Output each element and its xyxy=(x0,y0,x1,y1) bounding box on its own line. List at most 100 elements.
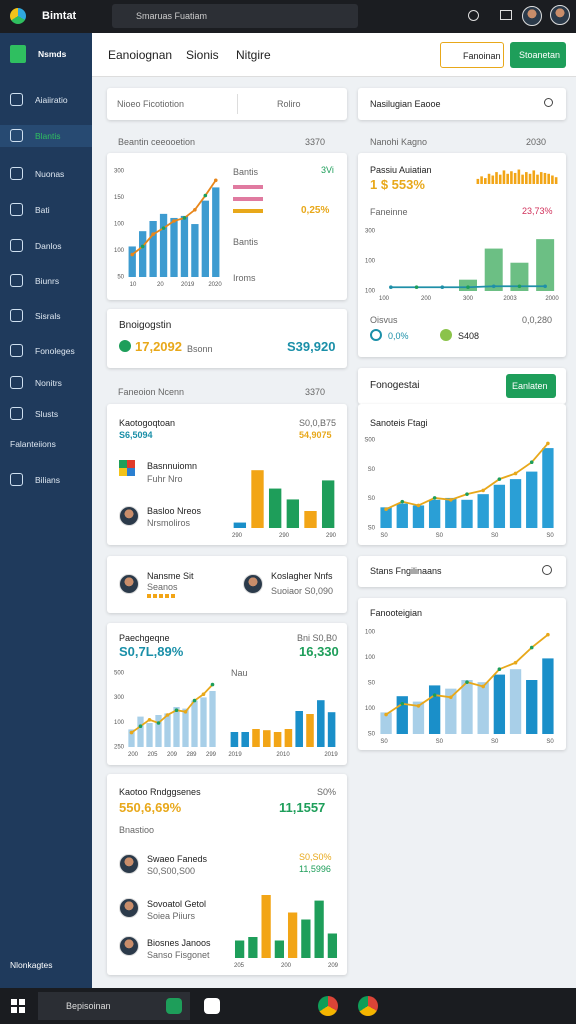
profile-avatar[interactable] xyxy=(550,5,570,25)
bar xyxy=(284,729,293,747)
avatar xyxy=(119,854,139,874)
bar xyxy=(263,730,271,747)
search-card[interactable]: Nasilugian Eaooe xyxy=(358,88,566,120)
browser[interactable] xyxy=(318,996,338,1016)
x-tick-label: 10 xyxy=(130,282,137,288)
line-point xyxy=(465,492,469,496)
line-point xyxy=(481,488,485,493)
filter-field[interactable]: Nioeo Ficotiotion xyxy=(117,99,185,109)
card-label: Faneinne xyxy=(370,207,408,217)
sparkline xyxy=(476,169,558,184)
nav-item[interactable]: Slusts xyxy=(0,403,92,425)
nav-item[interactable]: Aiaiiratio xyxy=(0,89,92,111)
user-avatar[interactable] xyxy=(522,6,542,26)
tab[interactable]: Eanoiognan xyxy=(108,48,173,62)
line-point xyxy=(210,682,215,687)
start-button[interactable] xyxy=(11,999,25,1013)
browser[interactable] xyxy=(358,996,378,1016)
taskbar-search[interactable]: Bepisoinan xyxy=(38,992,190,1020)
line-point xyxy=(174,708,179,712)
bar xyxy=(164,713,171,747)
avatar xyxy=(119,574,139,594)
filter-bar: Nioeo Ficotiotion Roliro xyxy=(107,88,347,120)
bar xyxy=(128,246,136,277)
nav-item[interactable]: Bati xyxy=(0,199,92,221)
nav-item[interactable]: Nonitrs xyxy=(0,372,92,394)
status-dot xyxy=(440,329,452,341)
y-tick-label: 50 xyxy=(117,275,124,281)
x-tick-label: 200 xyxy=(281,963,292,969)
nav-label: Fonoleges xyxy=(35,346,75,356)
bar xyxy=(476,178,480,184)
side-value: 11,5996 xyxy=(299,864,331,874)
outline-button[interactable]: Fanoinan xyxy=(440,42,504,68)
nav-item[interactable]: Sisrals xyxy=(0,305,92,327)
nav-item[interactable]: Danlos xyxy=(0,235,92,257)
nav-icon xyxy=(10,167,23,180)
nav-icon xyxy=(10,344,23,357)
bar xyxy=(306,714,314,747)
line-point xyxy=(481,684,485,689)
nav-item[interactable]: Nuonas xyxy=(0,163,92,185)
tab[interactable]: Nitgire xyxy=(236,48,271,62)
taskbar-app[interactable] xyxy=(204,998,220,1014)
line-point xyxy=(513,660,518,665)
nav-item[interactable]: Biunrs xyxy=(0,270,92,292)
filter-select[interactable]: Roliro xyxy=(277,99,301,109)
primary-button[interactable]: Stoanetan xyxy=(510,42,566,68)
bar xyxy=(525,172,528,184)
line-point xyxy=(389,285,393,290)
chat-icon[interactable] xyxy=(542,565,552,575)
chart-card: Paechgeqne S0,7L,89% Bni S0,B0 16,330 Na… xyxy=(107,623,347,765)
bar xyxy=(301,919,311,958)
bar xyxy=(484,248,503,291)
nav-item[interactable]: Bilians xyxy=(0,469,92,491)
bar xyxy=(159,213,168,277)
taskbar-app[interactable] xyxy=(166,998,182,1014)
nav-item[interactable]: Falanteiions xyxy=(0,433,92,455)
bar xyxy=(139,231,147,277)
action-card: Fonogestai Eanlaten xyxy=(358,368,566,404)
line-point xyxy=(151,232,155,237)
nav-item[interactable]: Fonoleges xyxy=(0,340,92,362)
image-icon[interactable] xyxy=(500,10,512,20)
nav-icon xyxy=(10,376,23,389)
legend: Bantis xyxy=(233,237,259,247)
chip: 0,0% xyxy=(388,331,409,341)
bar xyxy=(233,522,247,528)
y-tick-label: 300 xyxy=(114,695,125,701)
bar xyxy=(201,200,209,277)
card-label: Bni S0,B0 xyxy=(297,633,338,643)
y-tick-label: 100 xyxy=(114,248,125,254)
bar xyxy=(200,697,207,747)
card-label: Oisvus xyxy=(370,315,398,325)
help-icon[interactable] xyxy=(468,10,479,21)
x-tick-label: 290 xyxy=(326,533,337,539)
bar xyxy=(173,707,180,747)
bar xyxy=(252,729,260,747)
x-tick-label: 200 xyxy=(128,752,139,758)
y-tick-label: S0 xyxy=(368,681,376,687)
line-point xyxy=(147,718,152,722)
bar xyxy=(526,680,538,734)
bar xyxy=(273,732,282,747)
button[interactable]: Eanlaten xyxy=(506,374,556,398)
x-tick-label: S0 xyxy=(380,739,388,745)
trend-line xyxy=(130,683,214,734)
y-tick-label: S00 xyxy=(364,438,375,444)
search-box[interactable]: Smaruas Fuatiam xyxy=(112,4,358,28)
card-value: 16,330 xyxy=(299,644,339,659)
y-tick-label: S0 xyxy=(368,732,376,738)
y-tick-label: 100 xyxy=(365,630,376,636)
bar xyxy=(477,682,489,734)
card-value: 11,1557 xyxy=(279,800,326,815)
bar xyxy=(295,711,303,747)
bar xyxy=(513,172,517,184)
nav-item[interactable]: Blantis xyxy=(0,125,92,147)
x-tick-label: 100 xyxy=(379,296,390,302)
line-point xyxy=(513,471,518,476)
card-title: Kaotogoqtoan xyxy=(119,418,176,428)
line-point xyxy=(491,284,496,289)
tab[interactable]: Sionis xyxy=(186,48,219,62)
